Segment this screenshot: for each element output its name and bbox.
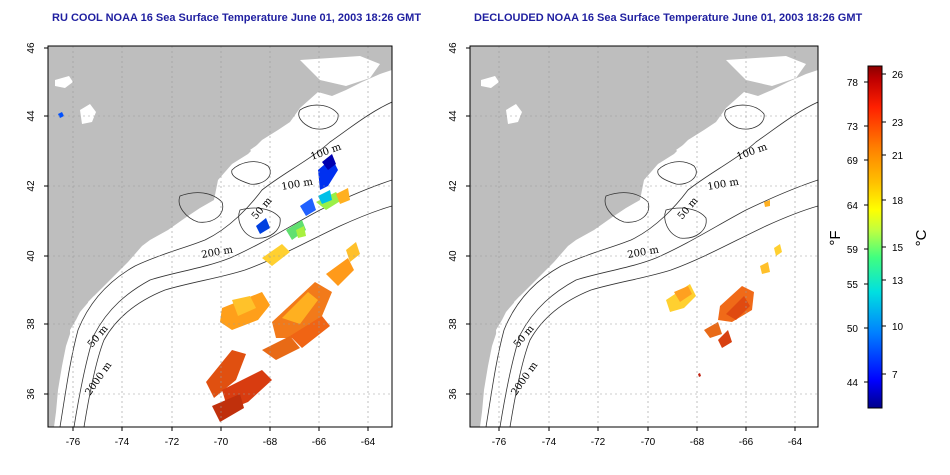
- left-map-title: RU COOL NOAA 16 Sea Surface Temperature …: [52, 12, 422, 24]
- gulf-of-st-lawrence: [300, 56, 380, 86]
- y-tick-label: 44: [448, 110, 459, 122]
- celsius-tick: 7: [892, 370, 898, 381]
- y-tick-label: 44: [26, 110, 37, 122]
- bay: [514, 296, 523, 316]
- lake: [506, 104, 522, 124]
- y-tick-label: 46: [448, 42, 459, 54]
- celsius-tick: 23: [892, 118, 904, 129]
- x-tick-label: -76: [492, 437, 507, 448]
- fahrenheit-tick: 59: [847, 245, 859, 256]
- y-tick-label: 40: [448, 250, 459, 262]
- x-tick-label: -70: [214, 437, 229, 448]
- y-tick-label: 38: [448, 318, 459, 330]
- bay-of-fundy: [676, 136, 702, 156]
- celsius-tick: 21: [892, 151, 904, 162]
- y-tick-label: 36: [448, 388, 459, 400]
- celsius-tick: 15: [892, 243, 904, 254]
- colorbar-gradient: [867, 65, 883, 409]
- left-map-panel: 100 m 100 m 50 m 200 m 50 m 2000 m -76 -…: [26, 42, 393, 448]
- bay: [88, 296, 97, 316]
- fahrenheit-tick: 55: [847, 280, 859, 291]
- y-axis: [466, 47, 470, 395]
- gulf-of-st-lawrence: [726, 56, 806, 86]
- x-tick-label: -76: [66, 437, 81, 448]
- x-tick-label: -66: [739, 437, 754, 448]
- sst-data: [666, 200, 782, 377]
- right-map-panel: 100 m 100 m 50 m 200 m 50 m 2000 m -76 -…: [448, 42, 819, 448]
- right-map-title: DECLOUDED NOAA 16 Sea Surface Temperatur…: [474, 12, 863, 24]
- celsius-tick: 13: [892, 276, 904, 287]
- x-axis: [72, 427, 369, 431]
- grid-lines: [470, 46, 818, 427]
- fahrenheit-tick: 69: [847, 156, 859, 167]
- x-tick-label: -68: [263, 437, 278, 448]
- colorbar-legend: 78 73 69 64 59 55 50 44 26 23 21 18 15 1…: [827, 65, 930, 409]
- isobaths: [59, 101, 392, 427]
- fahrenheit-tick: 44: [847, 378, 859, 389]
- fahrenheit-tick: 78: [847, 78, 859, 89]
- x-tick-label: -70: [641, 437, 656, 448]
- x-tick-label: -68: [690, 437, 705, 448]
- celsius-label: °C: [913, 229, 930, 246]
- x-tick-label: -66: [312, 437, 327, 448]
- fahrenheit-tick: 73: [847, 122, 859, 133]
- y-tick-label: 38: [26, 318, 37, 330]
- map-frame: [47, 45, 393, 428]
- celsius-tick: 18: [892, 196, 904, 207]
- y-tick-label: 42: [448, 180, 459, 192]
- y-tick-label: 40: [26, 250, 37, 262]
- land-mass: [48, 46, 392, 427]
- x-tick-label: -72: [165, 437, 180, 448]
- sst-data: [58, 112, 360, 422]
- y-tick-label: 46: [26, 42, 37, 54]
- lake: [481, 76, 499, 88]
- x-tick-label: -74: [115, 437, 130, 448]
- celsius-tick: 26: [892, 70, 904, 81]
- y-tick-label: 36: [26, 388, 37, 400]
- fahrenheit-tick: 64: [847, 201, 859, 212]
- x-tick-label: -64: [361, 437, 376, 448]
- x-axis: [498, 427, 796, 431]
- fahrenheit-label: °F: [827, 230, 844, 245]
- x-tick-label: -72: [591, 437, 606, 448]
- colorbar-ticks: [864, 73, 886, 383]
- celsius-tick: 10: [892, 322, 904, 333]
- land-mass: [470, 46, 818, 427]
- grid-lines: [48, 46, 392, 427]
- fahrenheit-tick: 50: [847, 324, 859, 335]
- map-frame: [469, 45, 819, 428]
- bay-of-fundy: [250, 136, 276, 156]
- lake: [80, 104, 96, 124]
- y-axis: [44, 47, 48, 395]
- y-tick-label: 42: [26, 180, 37, 192]
- lake: [55, 76, 73, 88]
- x-tick-label: -74: [542, 437, 557, 448]
- x-tick-label: -64: [788, 437, 803, 448]
- isobaths: [485, 101, 818, 427]
